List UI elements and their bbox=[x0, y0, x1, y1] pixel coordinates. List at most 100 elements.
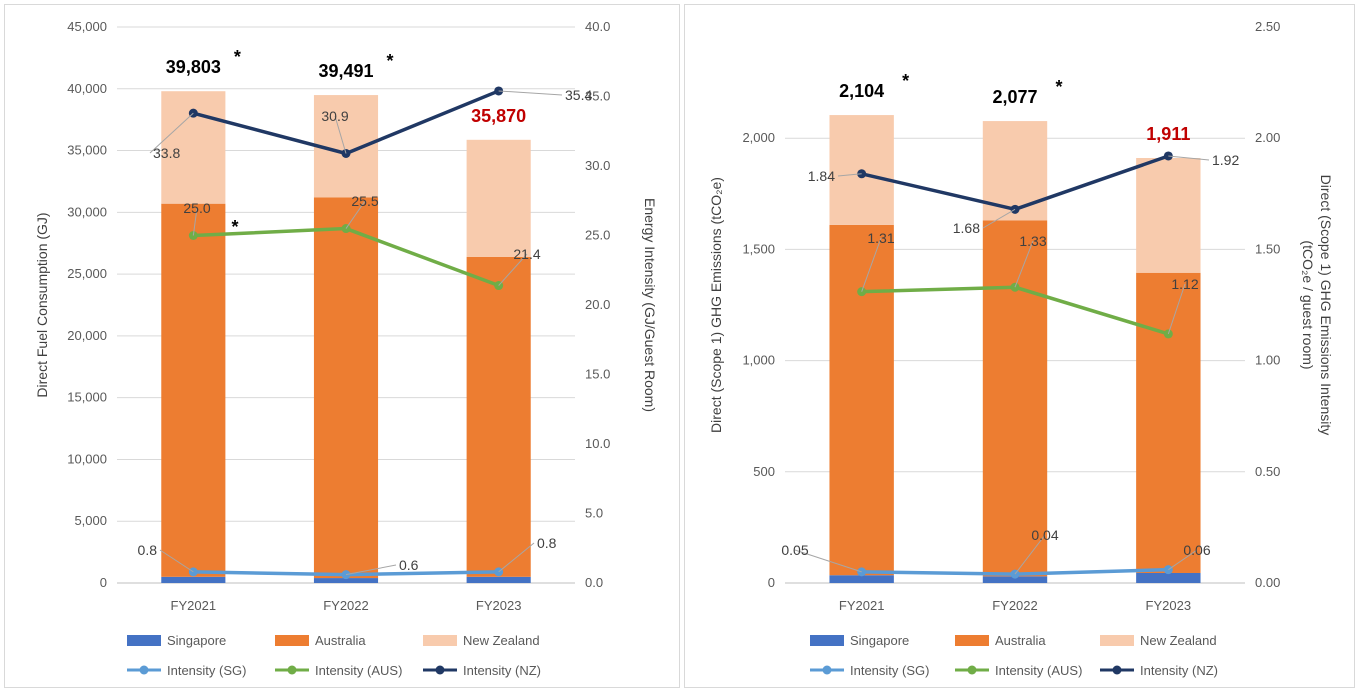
legend-marker bbox=[822, 665, 832, 675]
y-axis-title: Direct (Scope 1) GHG Emissions (tCO₂e) bbox=[708, 177, 724, 433]
fuel-consumption-chart: 0 5,000 10,000 15,000 20,000 25,000 30,000 35,0… bbox=[34, 19, 658, 678]
data-label-leader bbox=[498, 253, 528, 286]
bar-australia bbox=[982, 220, 1048, 577]
bar-total-label: 39,491 bbox=[318, 61, 373, 81]
y2-tick-label: 40.0 bbox=[585, 19, 610, 34]
y-tick-label: 35,000 bbox=[67, 143, 107, 158]
x-tick-label: FY2023 bbox=[476, 598, 522, 613]
x-tick-label: FY2021 bbox=[839, 598, 885, 613]
data-label-leader bbox=[334, 115, 347, 154]
data-label-leader bbox=[149, 112, 194, 154]
y-tick-label: 500 bbox=[753, 464, 775, 479]
y-tick-label: 1,500 bbox=[742, 241, 775, 256]
legend-marker bbox=[435, 665, 445, 675]
data-label-leader bbox=[1167, 283, 1186, 335]
y-tick-label: 25,000 bbox=[67, 266, 107, 281]
legend-label: Intensity (AUS) bbox=[315, 663, 402, 678]
data-label-leader bbox=[1168, 155, 1210, 161]
y-tick-label: 30,000 bbox=[67, 204, 107, 219]
bar-australia bbox=[829, 224, 894, 576]
y2-tick-label: 35.0 bbox=[585, 89, 610, 104]
y2-tick-label: 10.0 bbox=[585, 436, 610, 451]
y2-tick-label: 20.0 bbox=[585, 297, 610, 312]
data-label-leader bbox=[345, 564, 397, 576]
y2-tick-label: 30.0 bbox=[585, 158, 610, 173]
data-label-leader bbox=[192, 207, 198, 236]
bar-total-label: 39,803 bbox=[166, 57, 221, 77]
ghg-emissions-chart-panel: 0 500 1,000 1,500 2,000 0.00 0.50 1.00 1.50 2.00 2… bbox=[684, 4, 1355, 688]
y2-axis-title: Direct (Scope 1) GHG Emissions Intensity bbox=[1318, 175, 1334, 436]
data-label: 1.31 bbox=[867, 230, 894, 246]
y-axis-title: Direct Fuel Consumption (GJ) bbox=[34, 212, 50, 397]
x-tick-label: FY2022 bbox=[323, 598, 369, 613]
legend-label: Intensity (SG) bbox=[850, 663, 929, 678]
y2-tick-label: 0.0 bbox=[585, 575, 603, 590]
data-label: 21.4 bbox=[513, 246, 540, 262]
y2-tick-label: 25.0 bbox=[585, 228, 610, 243]
legend-marker bbox=[139, 665, 149, 675]
bar-singapore bbox=[1136, 572, 1201, 583]
legend-marker bbox=[1112, 665, 1122, 675]
y-tick-label: 45,000 bbox=[67, 19, 107, 34]
y2-tick-label: 0.00 bbox=[1255, 575, 1280, 590]
y-tick-label: 10,000 bbox=[67, 451, 107, 466]
data-label-leader bbox=[498, 542, 535, 573]
bar-singapore bbox=[313, 578, 379, 583]
y2-axis-title: Energy Intensity (GJ/Guest Room) bbox=[642, 198, 658, 412]
legend-label: Australia bbox=[995, 633, 1046, 648]
legend-marker bbox=[287, 665, 297, 675]
bar-australia bbox=[313, 197, 379, 579]
data-label: 1.33 bbox=[1019, 233, 1046, 249]
data-label: 25.5 bbox=[351, 193, 378, 209]
legend-label: Intensity (NZ) bbox=[463, 663, 541, 678]
data-label: 0.05 bbox=[781, 542, 808, 558]
bar-total-label: 2,077 bbox=[992, 87, 1037, 107]
legend-label: Singapore bbox=[167, 633, 226, 648]
asterisk-note: * bbox=[902, 71, 909, 91]
data-label-leader bbox=[861, 237, 882, 292]
y2-tick-label: 1.50 bbox=[1255, 241, 1280, 256]
data-label-leader bbox=[1014, 534, 1046, 575]
legend-swatch bbox=[275, 635, 309, 646]
bar-singapore bbox=[161, 576, 226, 583]
data-label: 1.12 bbox=[1171, 276, 1198, 292]
bar-australia bbox=[161, 203, 226, 577]
bar-australia bbox=[466, 256, 531, 577]
y-tick-label: 20,000 bbox=[67, 328, 107, 343]
data-label-leader bbox=[1014, 240, 1034, 288]
data-label-leader bbox=[794, 549, 862, 573]
point-intensity-nz bbox=[857, 169, 867, 179]
data-label: 0.6 bbox=[399, 557, 419, 573]
y-tick-label: 0 bbox=[768, 575, 775, 590]
y-tick-label: 0 bbox=[100, 575, 107, 590]
bar-singapore bbox=[982, 576, 1048, 583]
y2-tick-label: 2.00 bbox=[1255, 130, 1280, 145]
asterisk-note: * bbox=[386, 51, 393, 71]
fuel-consumption-chart-panel: 0 5,000 10,000 15,000 20,000 25,000 30,000 35,0… bbox=[4, 4, 680, 688]
legend-label: Intensity (NZ) bbox=[1140, 663, 1218, 678]
legend-label: New Zealand bbox=[463, 633, 540, 648]
legend-swatch bbox=[955, 635, 989, 646]
legend-swatch bbox=[127, 635, 161, 646]
data-label: 1.92 bbox=[1212, 152, 1239, 168]
y-tick-label: 15,000 bbox=[67, 390, 107, 405]
asterisk-note: * bbox=[234, 47, 241, 67]
legend-swatch bbox=[423, 635, 457, 646]
ghg-emissions-chart: 0 500 1,000 1,500 2,000 0.00 0.50 1.00 1.50 2.00 2… bbox=[708, 19, 1334, 678]
x-tick-label: FY2023 bbox=[1146, 598, 1192, 613]
data-label: 0.04 bbox=[1031, 527, 1058, 543]
bar-new-zealand bbox=[466, 139, 531, 257]
y-tick-label: 2,000 bbox=[742, 130, 775, 145]
bar-australia bbox=[1136, 272, 1201, 573]
data-label: 0.8 bbox=[537, 535, 557, 551]
bar-total-label: 2,104 bbox=[839, 81, 884, 101]
point-intensity-sg bbox=[857, 567, 867, 577]
legend-label: New Zealand bbox=[1140, 633, 1217, 648]
legend-swatch bbox=[810, 635, 844, 646]
bar-total-label: 35,870 bbox=[471, 106, 526, 126]
legend-marker bbox=[967, 665, 977, 675]
legend-label: Australia bbox=[315, 633, 366, 648]
y2-tick-label: 1.00 bbox=[1255, 353, 1280, 368]
data-label: 25.0 bbox=[183, 200, 210, 216]
bar-total-label: 1,911 bbox=[1146, 124, 1190, 144]
